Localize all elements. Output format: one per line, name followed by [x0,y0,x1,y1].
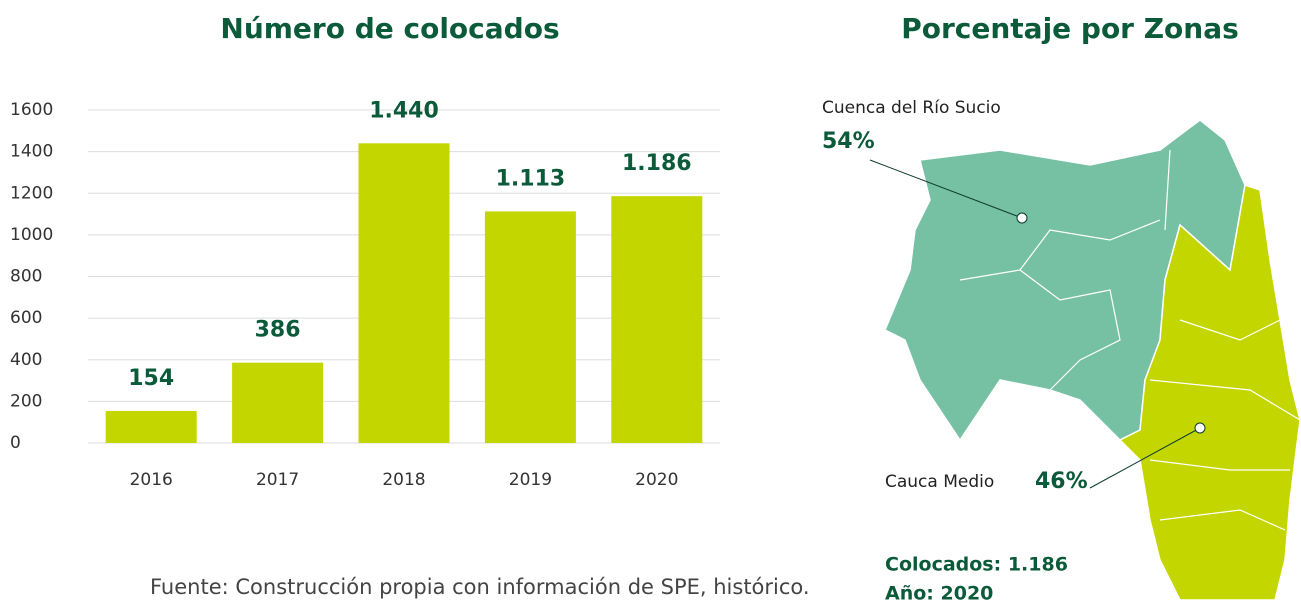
x-tick-label: 2019 [509,470,552,490]
bar [358,143,450,444]
zone-label: Cuenca del Río Sucio [822,98,1001,118]
summary: Colocados: 1.186 [885,554,1068,576]
value-label: 1.186 [622,151,692,176]
value-label: 1.440 [369,98,439,123]
bar [105,410,197,443]
x-tick-label: 2017 [256,470,299,490]
x-tick-label: 2020 [635,470,678,490]
chart-title: Número de colocados [220,12,559,45]
marker [1194,422,1206,434]
x-tick-label: 2018 [382,470,425,490]
value-label: 386 [255,318,301,343]
zone-value: 46% [1035,469,1088,494]
summary: Año: 2020 [885,583,993,602]
leader [1089,427,1201,489]
map-title: Porcentaje por Zonas [901,12,1239,45]
bar [232,362,324,443]
y-tick-label: 0 [10,433,21,453]
y-tick-label: 1200 [10,183,53,203]
marker [1016,212,1028,224]
zone-label: Cauca Medio [885,472,994,492]
y-tick-label: 1600 [10,100,53,120]
value-label: 154 [128,366,174,391]
borders [959,149,1301,531]
x-tick-label: 2016 [130,470,173,490]
bar [484,211,576,443]
map: Cuenca del Río Sucio 54% Cauca Medio 46%… [822,98,1301,602]
y-tick-label: 800 [10,267,42,287]
y-tick-label: 1000 [10,225,53,245]
y-tick-label: 600 [10,308,42,328]
bar [611,196,703,443]
source: Fuente: Construcción propia con informac… [150,575,810,599]
leader [869,159,1023,219]
value-label: 1.113 [496,166,566,191]
y-tick-label: 200 [10,391,42,411]
zone-value: 54% [822,129,875,154]
y-tick-label: 1400 [10,142,53,162]
zone-cauca-medio [1118,184,1301,601]
y-tick-label: 400 [10,350,42,370]
